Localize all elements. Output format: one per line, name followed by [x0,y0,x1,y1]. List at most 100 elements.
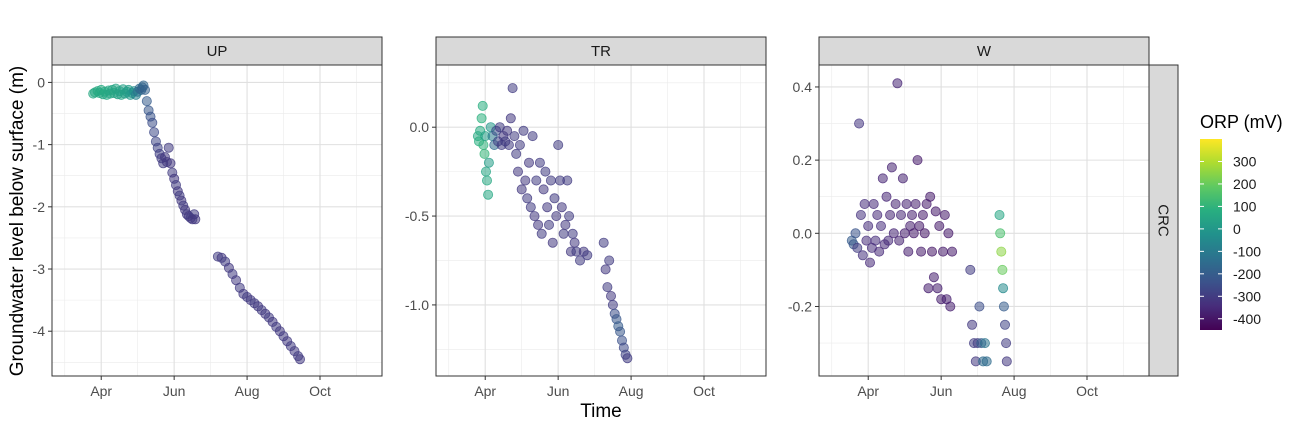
data-point [943,228,954,239]
panel-w: W 0.4 0.2 0.0 -0.2 Apr Jun Aug Oct [788,36,1150,399]
data-point [930,206,941,217]
legend-title: ORP (mV) [1200,112,1283,132]
data-point [979,338,990,349]
data-point [998,283,1009,294]
data-point [894,235,905,246]
row-strip [1148,64,1179,377]
data-point [947,246,958,257]
data-point [505,113,516,124]
legend-tick-label: 300 [1233,153,1257,169]
data-point [917,209,928,220]
y-tick-label: -1 [33,137,46,153]
x-tick-label: Jun [930,383,953,399]
data-point [995,228,1006,239]
data-point [525,202,536,213]
data-point [872,209,883,220]
data-point [883,235,894,246]
data-point [876,220,887,231]
y-tick-label: -0.2 [788,298,812,314]
legend-tick-label: 100 [1233,198,1257,214]
plot-background [436,65,766,376]
data-point [564,211,575,222]
data-point [529,211,540,222]
data-point [483,157,494,168]
x-tick-label: Oct [693,383,715,399]
y-tick-label: 0.2 [793,152,813,168]
legend-tick-label: 0 [1233,221,1241,237]
data-point [928,272,939,283]
facet-strip-label: TR [591,43,611,60]
data-points [472,83,633,364]
data-point [598,237,609,248]
data-point [542,202,553,213]
data-point [865,257,876,268]
panel-up: UP 0 -1 -2 -3 -4 Apr Jun Aug Oct [33,36,383,399]
data-point [877,173,888,184]
data-point [934,220,945,231]
plot-background [52,65,382,376]
data-point [533,219,544,230]
data-point [939,209,950,220]
x-tick-label: Aug [619,383,644,399]
data-point [163,142,174,153]
y-tick-label: -1.0 [405,297,429,313]
data-point [914,220,925,231]
data-point [567,228,578,239]
data-point [907,209,918,220]
x-tick-label: Jun [547,383,570,399]
data-point [981,356,992,367]
data-point [885,209,896,220]
data-point [560,219,571,230]
y-tick-label: -2 [33,199,46,215]
data-point [553,139,564,150]
data-point [524,157,535,168]
y-tick-label: 0.0 [793,225,813,241]
facet-strip [818,36,1150,66]
data-point [514,139,525,150]
panel-tr: TR 0.0 -0.5 -1.0 Apr Jun Aug Oct [405,36,767,399]
data-point [569,237,580,248]
legend-tick-label: -200 [1233,266,1261,282]
data-point [483,189,494,200]
data-point [502,125,513,136]
x-tick-label: Aug [235,383,260,399]
data-point [544,219,555,230]
data-point [602,282,613,293]
data-point [607,299,618,310]
data-point [522,193,533,204]
data-point [874,246,885,257]
data-point [551,211,562,222]
data-point [547,237,558,248]
data-point [518,125,529,136]
legend-tick-label: -100 [1233,243,1261,259]
data-point [549,193,560,204]
data-point [897,173,908,184]
data-point [480,166,491,177]
data-point [974,301,985,312]
data-point [863,220,874,231]
data-point [896,209,907,220]
data-point [478,139,489,150]
x-tick-label: Apr [474,383,496,399]
data-point [859,198,870,209]
data-points [846,78,1012,367]
data-point [888,228,899,239]
data-point [622,353,633,364]
data-point [892,78,903,89]
data-point [294,354,305,365]
data-point [556,202,567,213]
facet-strip-label: W [977,43,992,60]
data-point [509,131,520,142]
data-point [538,184,549,195]
data-point [562,175,573,186]
legend-tick-label: -300 [1233,288,1261,304]
data-point [945,301,956,312]
data-point [527,131,538,142]
panels-layer: UP 0 -1 -2 -3 -4 Apr Jun Aug Oct TR 0.0 -0.5 -1.0 Apr J… [33,36,1179,399]
data-point [881,191,892,202]
row-strip-label: CRC [1155,204,1172,237]
data-point [558,228,569,239]
data-point [477,100,488,111]
data-point [511,148,522,159]
